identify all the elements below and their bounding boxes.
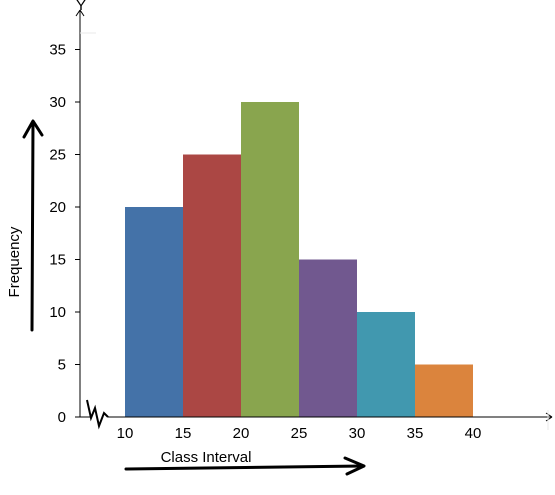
y-tick-label: 25	[49, 147, 66, 164]
x-tick-label: 40	[465, 425, 482, 442]
x-tick-label: 25	[291, 425, 308, 442]
y-axis-marker: Y	[76, 0, 86, 14]
bar-15-20	[183, 154, 241, 417]
y-annotation-arrow	[22, 119, 44, 332]
axes-layer	[75, 9, 553, 430]
x-tick-label: 35	[407, 425, 424, 442]
y-tick-label: 5	[58, 357, 66, 374]
bar-25-30	[299, 259, 357, 417]
axis-break-symbol	[86, 399, 109, 430]
x-ticks-layer: 10 15 20 25 30 35 40	[117, 425, 482, 442]
y-tick-label: 35	[49, 42, 66, 59]
bar-30-35	[357, 312, 415, 417]
y-tick-label: 0	[58, 409, 66, 426]
x-axis-arrow-top	[545, 412, 553, 418]
x-tick-label: 15	[175, 425, 192, 442]
x-axis-arrow-bottom	[545, 416, 553, 422]
x-annotation-arrow	[124, 456, 366, 476]
x-tick-label: 10	[117, 425, 134, 442]
y-tick-label: 10	[49, 304, 66, 321]
y-axis-arrow-left	[75, 9, 81, 17]
x-tick-label: 20	[233, 425, 250, 442]
y-axis-arrow-right	[79, 9, 85, 17]
y-ticks-layer: 0 5 10 15 20 25 30 35	[49, 42, 80, 426]
bar-10-15	[125, 207, 183, 417]
x-tick-label: 30	[349, 425, 366, 442]
y-tick-label: 20	[49, 199, 66, 216]
bar-35-40	[415, 364, 473, 417]
y-axis-title: Frequency	[6, 226, 23, 297]
y-tick-label: 15	[49, 252, 66, 269]
x-axis-title: Class Interval	[161, 449, 252, 466]
bars-layer	[125, 102, 473, 417]
y-tick-label: 30	[49, 94, 66, 111]
bar-20-25	[241, 102, 299, 417]
